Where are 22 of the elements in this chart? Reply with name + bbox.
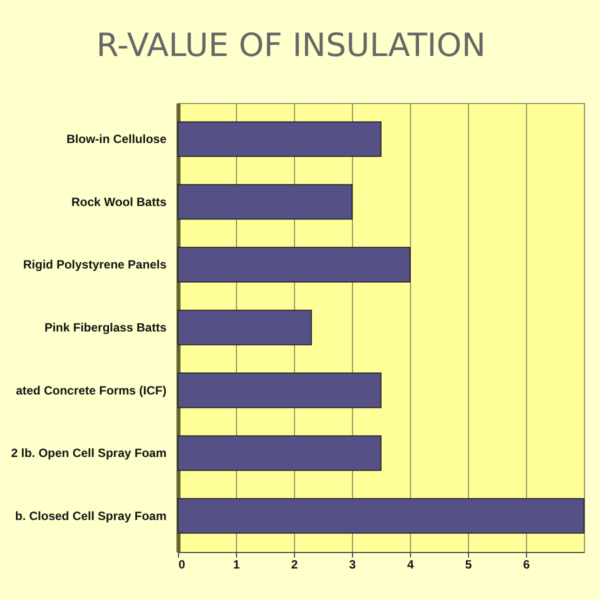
y-tick-label: Rigid Polystyrene Panels <box>23 258 167 272</box>
y-tick-label: Rock Wool Batts <box>71 194 167 209</box>
y-tick-label: ated Concrete Forms (ICF) <box>16 383 166 398</box>
y-tick-label: b. Closed Cell Spray Foam <box>15 508 166 523</box>
x-tick-label: 0 <box>178 558 186 572</box>
bar <box>178 310 312 346</box>
x-tick-label: 1 <box>233 558 240 572</box>
y-tick-label: Pink Fiberglass Batts <box>44 320 167 334</box>
bar <box>178 435 382 471</box>
bar <box>178 121 382 157</box>
x-tick-label: 5 <box>465 558 472 572</box>
bar <box>178 372 382 408</box>
x-tick-label: 6 <box>523 558 530 572</box>
x-tick-label: 4 <box>407 558 414 572</box>
chart-title: R-VALUE OF INSULATION <box>96 26 486 64</box>
y-tick-label: 2 lb. Open Cell Spray Foam <box>11 446 166 460</box>
y-tick-label: Blow-in Cellulose <box>66 132 167 146</box>
x-tick-label: 2 <box>291 558 298 572</box>
bar <box>178 184 352 220</box>
bar <box>178 246 410 282</box>
x-tick-label: 3 <box>349 558 356 572</box>
bar <box>178 498 584 534</box>
